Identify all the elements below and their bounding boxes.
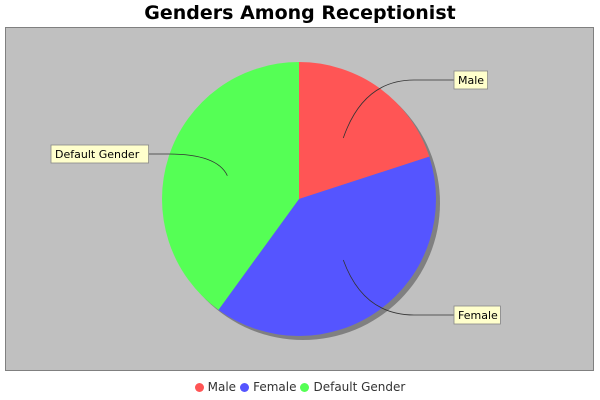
slice-label-box (453, 305, 501, 325)
legend-item: Default Gender (300, 380, 405, 394)
legend-swatch-icon (240, 383, 250, 392)
pie-slice-default-gender[interactable] (162, 61, 299, 310)
label-connector (148, 153, 228, 176)
label-connector (342, 79, 454, 139)
slice-label-box (453, 70, 488, 90)
label-connector (342, 259, 454, 316)
slice-label: Default Gender (55, 148, 140, 161)
slice-label-box (50, 144, 149, 164)
legend: Male Female Default Gender (0, 380, 600, 394)
pie-slice-female[interactable] (218, 156, 436, 336)
legend-swatch-icon (300, 383, 310, 392)
slice-label: Male (458, 74, 484, 87)
legend-item: Female (240, 380, 296, 394)
legend-label: Female (253, 380, 297, 394)
legend-label: Male (207, 380, 237, 394)
pie-slice-male[interactable] (299, 62, 430, 199)
legend-item: Male (194, 380, 237, 394)
legend-swatch-icon (194, 383, 204, 392)
chart-title: Genders Among Receptionist (144, 2, 456, 24)
slice-label: Female (458, 309, 498, 322)
legend-label: Default Gender (313, 380, 406, 394)
